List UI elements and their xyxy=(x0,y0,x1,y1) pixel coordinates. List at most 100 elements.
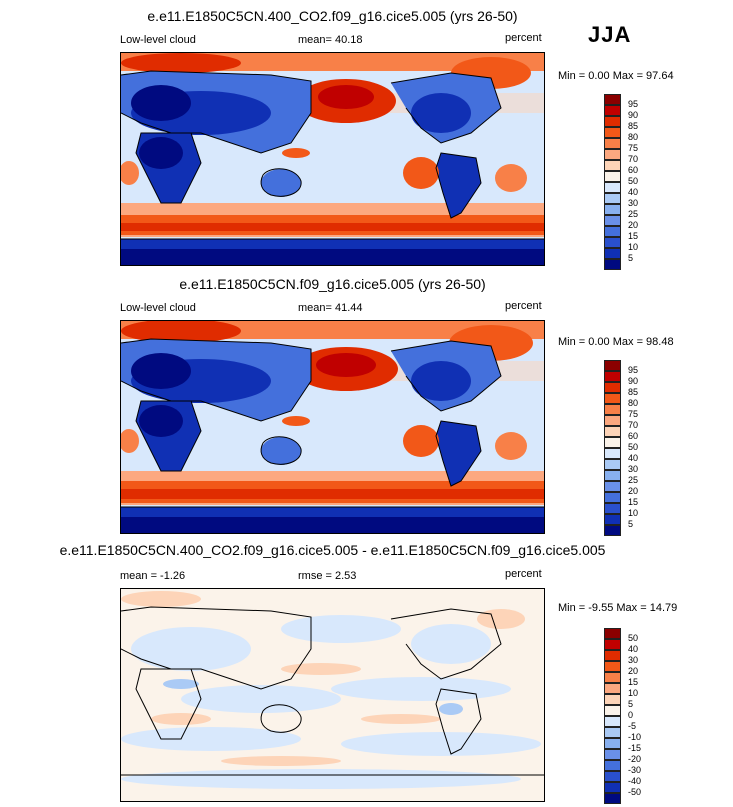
panel-3-colorbar-label: 15 xyxy=(628,677,639,687)
panel-3-colorbar-swatch xyxy=(604,661,621,672)
panel-2-units: percent xyxy=(505,300,542,312)
panel-1-colorbar-swatch xyxy=(604,204,621,215)
panel-3-colorbar-swatch xyxy=(604,782,621,793)
panel-2-colorbar-label: 15 xyxy=(628,497,639,507)
panel-2-title: e.e11.E1850C5CN.f09_g16.cice5.005 (yrs 2… xyxy=(179,276,486,292)
panel-2-colorbar-swatch xyxy=(604,503,621,514)
panel-2-colorbar-label: 70 xyxy=(628,420,639,430)
panel-3-colorbar-swatch xyxy=(604,749,621,760)
panel-2-colorbar-swatch xyxy=(604,437,621,448)
panel-1-colorbar-swatch xyxy=(604,193,621,204)
panel-1-colorbar-swatch xyxy=(604,215,621,226)
panel-2-colorbar-label: 90 xyxy=(628,376,639,386)
panel-2-colorbar-label: 5 xyxy=(628,519,634,529)
panel-3-rmse-label: rmse = xyxy=(298,570,332,582)
panel-3-colorbar-swatch xyxy=(604,793,621,804)
panel-1-colorbar-swatch xyxy=(604,248,621,259)
panel-3-units: percent xyxy=(505,568,542,580)
panel-3-colorbar-label: 40 xyxy=(628,644,639,654)
panel-2-map-svg xyxy=(121,321,544,533)
panel-3-colorbar-label: -15 xyxy=(628,743,642,753)
panel-3-colorbar-swatch xyxy=(604,672,621,683)
panel-1-colorbar-label: 75 xyxy=(628,143,639,153)
panel-3-colorbar-label: 5 xyxy=(628,699,634,709)
panel-2-colorbar-swatch xyxy=(604,360,621,371)
panel-3-colorbar-swatch xyxy=(604,771,621,782)
panel-1-colorbar-label: 40 xyxy=(628,187,639,197)
panel-3-colorbar-swatch xyxy=(604,727,621,738)
panel-3-map-svg xyxy=(121,589,544,801)
panel-3-colorbar-swatch xyxy=(604,639,621,650)
panel-1-variable-label: Low-level cloud xyxy=(120,34,196,46)
panel-1-colorbar-label: 10 xyxy=(628,242,639,252)
panel-2-colorbar-label: 40 xyxy=(628,453,639,463)
panel-2-colorbar-swatch xyxy=(604,470,621,481)
panel-2-colorbar-label: 20 xyxy=(628,486,639,496)
panel-2-colorbar-label: 50 xyxy=(628,442,639,452)
panel-1-colorbar-label: 15 xyxy=(628,231,639,241)
panel-3-rmse-value: 2.53 xyxy=(335,570,357,582)
panel-3-colorbar-label: 20 xyxy=(628,666,639,676)
panel-3-mean: mean = -1.26 xyxy=(120,570,186,582)
season-label: JJA xyxy=(588,22,632,47)
panel-2-colorbar-label: 25 xyxy=(628,475,639,485)
panel-3-colorbar-label: 0 xyxy=(628,710,634,720)
panel-1-colorbar-swatch xyxy=(604,94,621,105)
panel-3-colorbar-label: -40 xyxy=(628,776,642,786)
panel-3-colorbar-label: -5 xyxy=(628,721,637,731)
panel-3-min-max: Min = -9.55 Max = 14.79 xyxy=(558,602,678,614)
panel-2-colorbar-swatch xyxy=(604,514,621,525)
panel-3-map xyxy=(120,588,545,802)
panel-3-colorbar-swatch xyxy=(604,628,621,639)
panel-1-map xyxy=(120,52,545,266)
panel-1-colorbar-label: 5 xyxy=(628,253,634,263)
panel-1-colorbar-label: 85 xyxy=(628,121,639,131)
panel-3-colorbar-swatch xyxy=(604,694,621,705)
panel-2-colorbar-swatch xyxy=(604,448,621,459)
panel-1-colorbar-swatch xyxy=(604,116,621,127)
panel-3-colorbar-label: 30 xyxy=(628,655,639,665)
panel-2-colorbar-label: 80 xyxy=(628,398,639,408)
panel-1-colorbar-swatch xyxy=(604,182,621,193)
panel-2-mean: mean= 41.44 xyxy=(298,302,363,314)
panel-2-colorbar-label: 95 xyxy=(628,365,639,375)
panel-3-colorbar-label: -20 xyxy=(628,754,642,764)
panel-3-colorbar-label: -50 xyxy=(628,787,642,797)
panel-1-colorbar-swatch xyxy=(604,259,621,270)
panel-3-colorbar-label: -10 xyxy=(628,732,642,742)
panel-1-colorbar-label: 50 xyxy=(628,176,639,186)
panel-2-colorbar-label: 60 xyxy=(628,431,639,441)
panel-2-colorbar-swatch xyxy=(604,415,621,426)
panel-2-colorbar-swatch xyxy=(604,393,621,404)
panel-1-title: e.e11.E1850C5CN.400_CO2.f09_g16.cice5.00… xyxy=(147,8,518,24)
panel-3-colorbar-swatch xyxy=(604,716,621,727)
panel-3-colorbar-swatch xyxy=(604,705,621,716)
panel-1-colorbar-swatch xyxy=(604,226,621,237)
panel-3-colorbar-swatch xyxy=(604,760,621,771)
panel-1-mean-value: 40.18 xyxy=(335,34,363,46)
panel-1-colorbar-swatch xyxy=(604,171,621,182)
panel-1-colorbar-label: 90 xyxy=(628,110,639,120)
panel-1-colorbar-label: 25 xyxy=(628,209,639,219)
panel-3-colorbar-swatch xyxy=(604,683,621,694)
panel-2-colorbar-swatch xyxy=(604,459,621,470)
panel-1-units: percent xyxy=(505,32,542,44)
panel-3-colorbar-swatch xyxy=(604,650,621,661)
panel-2-colorbar-swatch xyxy=(604,382,621,393)
panel-1-colorbar-label: 20 xyxy=(628,220,639,230)
panel-1-colorbar-swatch xyxy=(604,127,621,138)
panel-3-title: e.e11.E1850C5CN.400_CO2.f09_g16.cice5.00… xyxy=(59,542,606,558)
panel-3-colorbar-label: 50 xyxy=(628,633,639,643)
panel-1-mean: mean= 40.18 xyxy=(298,34,363,46)
panel-1-min-max: Min = 0.00 Max = 97.64 xyxy=(558,70,674,82)
panel-1-mean-label: mean= xyxy=(298,34,332,46)
panel-2-colorbar-swatch xyxy=(604,404,621,415)
panel-1-colorbar-label: 30 xyxy=(628,198,639,208)
panel-1-colorbar-swatch xyxy=(604,105,621,116)
panel-2-colorbar-swatch xyxy=(604,426,621,437)
panel-2-colorbar-swatch xyxy=(604,481,621,492)
panel-2-colorbar-label: 75 xyxy=(628,409,639,419)
panel-1-map-svg xyxy=(121,53,544,265)
panel-2-colorbar-swatch xyxy=(604,492,621,503)
panel-3-colorbar-swatch xyxy=(604,738,621,749)
